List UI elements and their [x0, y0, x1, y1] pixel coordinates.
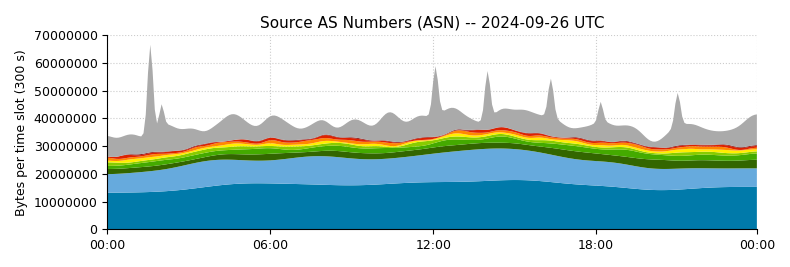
Title: Source AS Numbers (ASN) -- 2024-09-26 UTC: Source AS Numbers (ASN) -- 2024-09-26 UT…	[260, 15, 604, 30]
Y-axis label: Bytes per time slot (300 s): Bytes per time slot (300 s)	[15, 49, 28, 216]
